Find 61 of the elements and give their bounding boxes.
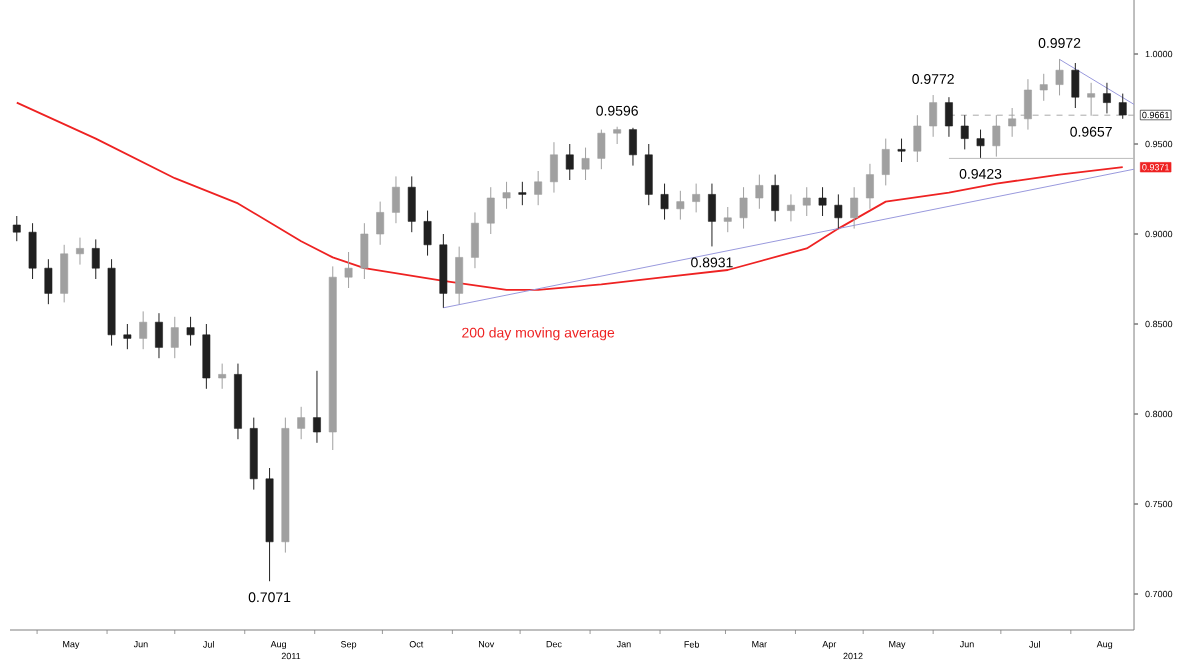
candlestick [723, 206, 732, 233]
candlestick [802, 186, 811, 217]
candlestick [913, 114, 922, 163]
candlestick [708, 183, 716, 247]
candlestick [692, 183, 701, 213]
candlestick [976, 129, 985, 159]
candlestick [123, 323, 132, 350]
candlestick [929, 94, 938, 138]
candlestick [502, 181, 511, 210]
candlestick [186, 316, 195, 347]
candlestick [155, 312, 163, 359]
candlestick [486, 186, 495, 235]
candlestick [881, 138, 890, 186]
candlestick [613, 126, 622, 145]
candlestick [202, 323, 211, 390]
candlestick [313, 370, 321, 444]
candlestick [818, 186, 827, 217]
candlestick [91, 238, 100, 280]
candlestick [1118, 93, 1127, 120]
candlestick [771, 174, 780, 222]
candlestick [834, 193, 843, 230]
candlestick [139, 310, 148, 350]
candlestick [644, 143, 653, 206]
candlestick [12, 215, 21, 242]
candlestick [28, 222, 37, 280]
candlestick [739, 186, 748, 230]
candlestick [392, 175, 400, 224]
candlestick [581, 147, 590, 181]
candlestick [455, 246, 464, 305]
candlestick [1055, 58, 1064, 96]
candlestick [897, 138, 906, 163]
candlestick [676, 190, 685, 221]
candlestick [550, 141, 558, 194]
candlestick [945, 96, 953, 138]
candlestick [1039, 73, 1048, 102]
candlestick [629, 127, 637, 167]
candlestick [1071, 62, 1080, 109]
candlestick [297, 406, 306, 440]
candlestick [866, 163, 874, 210]
candlestick [534, 170, 543, 206]
line-series [15, 101, 1124, 291]
candlestick [565, 143, 574, 181]
candlestick [471, 211, 479, 269]
candlestick [518, 181, 527, 206]
candlestick [407, 175, 416, 233]
candlestick [344, 251, 353, 289]
candlestick [660, 183, 669, 221]
candlestick [360, 222, 369, 280]
candlestick [787, 193, 795, 222]
candlestick [1103, 82, 1111, 114]
candlestick [960, 114, 969, 150]
candlestick [755, 174, 764, 210]
candlestick [850, 186, 859, 230]
candlestick [376, 201, 385, 246]
candlestick [76, 237, 84, 266]
candlestick [423, 210, 432, 257]
candlestick [597, 129, 606, 170]
candlestick [44, 258, 53, 305]
candlestick [218, 363, 227, 390]
candlestick [170, 316, 179, 359]
candlestick [60, 244, 69, 303]
